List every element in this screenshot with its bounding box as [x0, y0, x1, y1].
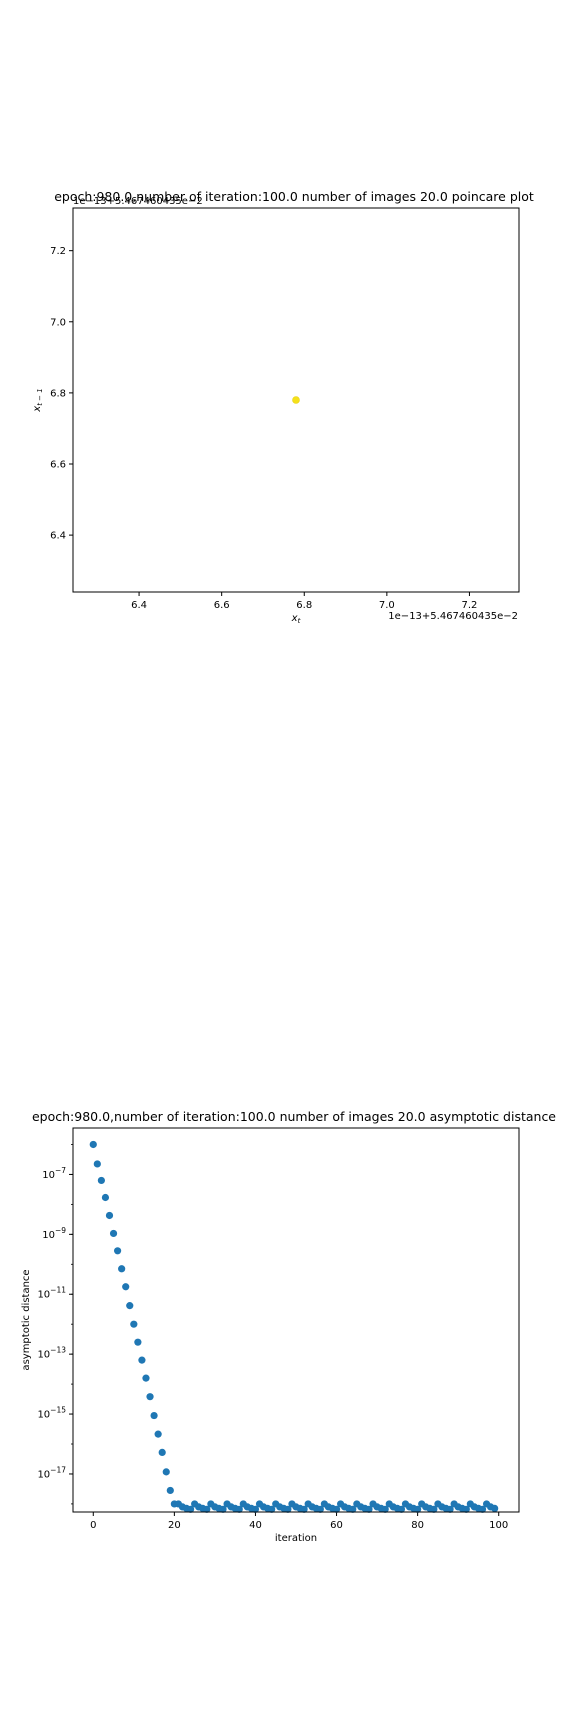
poincare-y-offset-label: 1e−13+5.467460435e−2: [73, 196, 203, 207]
poincare-x-offset-label: 1e−13+5.467460435e−2: [388, 611, 518, 622]
asymptotic-y-tick-label: 10−7: [42, 1166, 66, 1181]
asymptotic-point: [491, 1504, 499, 1513]
asymptotic-point: [118, 1265, 126, 1273]
asymptotic-point: [478, 1505, 487, 1513]
asymptotic-point: [203, 1505, 211, 1513]
asymptotic-point: [365, 1505, 373, 1513]
poincare-x-tick-label: 6.6: [214, 600, 230, 611]
poincare-y-tick-label: 6.8: [50, 388, 66, 399]
asymptotic-point: [109, 1229, 118, 1238]
asymptotic-x-tick-label: 60: [330, 1520, 343, 1531]
asymptotic-point: [101, 1193, 110, 1202]
asymptotic-point: [397, 1505, 406, 1513]
poincare-plot-frame: [72, 207, 520, 593]
asymptotic-y-tick-label: 10−13: [37, 1346, 66, 1361]
asymptotic-y-axis-label: asymptotic distance: [21, 1269, 32, 1370]
asymptotic-point: [219, 1505, 227, 1513]
asymptotic-point: [138, 1356, 146, 1364]
asymptotic-point: [349, 1505, 357, 1513]
asymptotic-plot-frame: [72, 1127, 520, 1513]
asymptotic-point: [142, 1374, 150, 1382]
poincare-y-tick-label: 7.2: [50, 246, 66, 257]
asymptotic-point: [150, 1411, 158, 1420]
asymptotic-point: [268, 1505, 276, 1513]
asymptotic-point: [122, 1283, 130, 1291]
poincare-x-tick-label: 7.0: [379, 600, 395, 611]
asymptotic-point: [381, 1505, 389, 1513]
asymptotic-ticks: 0 20 40 60 80 100 10−7 10−9 10−11 10−13 10−15 10−17: [37, 1144, 508, 1531]
asymptotic-x-tick-label: 0: [90, 1520, 96, 1531]
poincare-y-axis-label: xt − 1: [32, 388, 44, 412]
poincare-ticks: 6.4 6.6 6.8 7.0 7.2 6.4 6.6 6.8 7.0 7.2: [50, 246, 477, 611]
asymptotic-point: [154, 1430, 162, 1438]
asymptotic-point: [130, 1320, 138, 1328]
asymptotic-point: [430, 1505, 438, 1513]
asymptotic-point: [300, 1505, 308, 1513]
asymptotic-point: [93, 1160, 101, 1168]
asymptotic-point: [114, 1247, 122, 1255]
asymptotic-x-tick-label: 40: [249, 1520, 262, 1531]
asymptotic-title: epoch:980.0,number of iteration:100.0 nu…: [32, 1109, 556, 1124]
asymptotic-point: [251, 1505, 260, 1513]
asymptotic-point: [284, 1505, 292, 1513]
asymptotic-point: [186, 1505, 195, 1513]
poincare-x-tick-label: 6.4: [131, 600, 147, 611]
asymptotic-point: [462, 1505, 470, 1513]
asymptotic-point: [166, 1486, 174, 1495]
poincare-y-tick-label: 7.0: [50, 317, 66, 328]
asymptotic-point: [332, 1505, 341, 1513]
poincare-x-tick-label: 7.2: [461, 600, 477, 611]
asymptotic-point: [414, 1505, 422, 1513]
poincare-x-axis-label: xt: [291, 613, 301, 625]
asymptotic-x-tick-label: 100: [489, 1520, 508, 1531]
asymptotic-y-tick-label: 10−15: [37, 1406, 66, 1421]
asymptotic-marks: [89, 1140, 499, 1513]
poincare-y-tick-label: 6.4: [50, 531, 66, 542]
asymptotic-point: [162, 1468, 170, 1476]
poincare-chart: epoch:980.0,number of iteration:100.0 nu…: [32, 189, 534, 625]
asymptotic-x-tick-label: 20: [168, 1520, 181, 1531]
asymptotic-point: [446, 1505, 454, 1513]
poincare-point: [292, 396, 300, 404]
asymptotic-y-tick-label: 10−11: [37, 1286, 66, 1301]
asymptotic-point: [105, 1211, 114, 1220]
asymptotic-point: [316, 1505, 324, 1513]
asymptotic-y-tick-label: 10−9: [42, 1226, 66, 1241]
poincare-marks: [292, 396, 300, 404]
asymptotic-point: [134, 1338, 142, 1346]
asymptotic-point: [126, 1302, 134, 1310]
poincare-x-tick-label: 6.8: [296, 600, 312, 611]
asymptotic-point: [146, 1393, 154, 1401]
asymptotic-y-tick-label: 10−17: [37, 1465, 66, 1480]
asymptotic-chart: epoch:980.0,number of iteration:100.0 nu…: [21, 1109, 556, 1544]
asymptotic-x-tick-label: 80: [411, 1520, 424, 1531]
asymptotic-x-axis-label: iteration: [275, 1533, 317, 1544]
poincare-title: epoch:980.0,number of iteration:100.0 nu…: [54, 189, 534, 204]
asymptotic-point: [158, 1448, 166, 1456]
asymptotic-point: [89, 1140, 97, 1149]
poincare-y-tick-label: 6.6: [50, 460, 66, 471]
asymptotic-point: [97, 1176, 105, 1185]
asymptotic-point: [235, 1505, 243, 1513]
